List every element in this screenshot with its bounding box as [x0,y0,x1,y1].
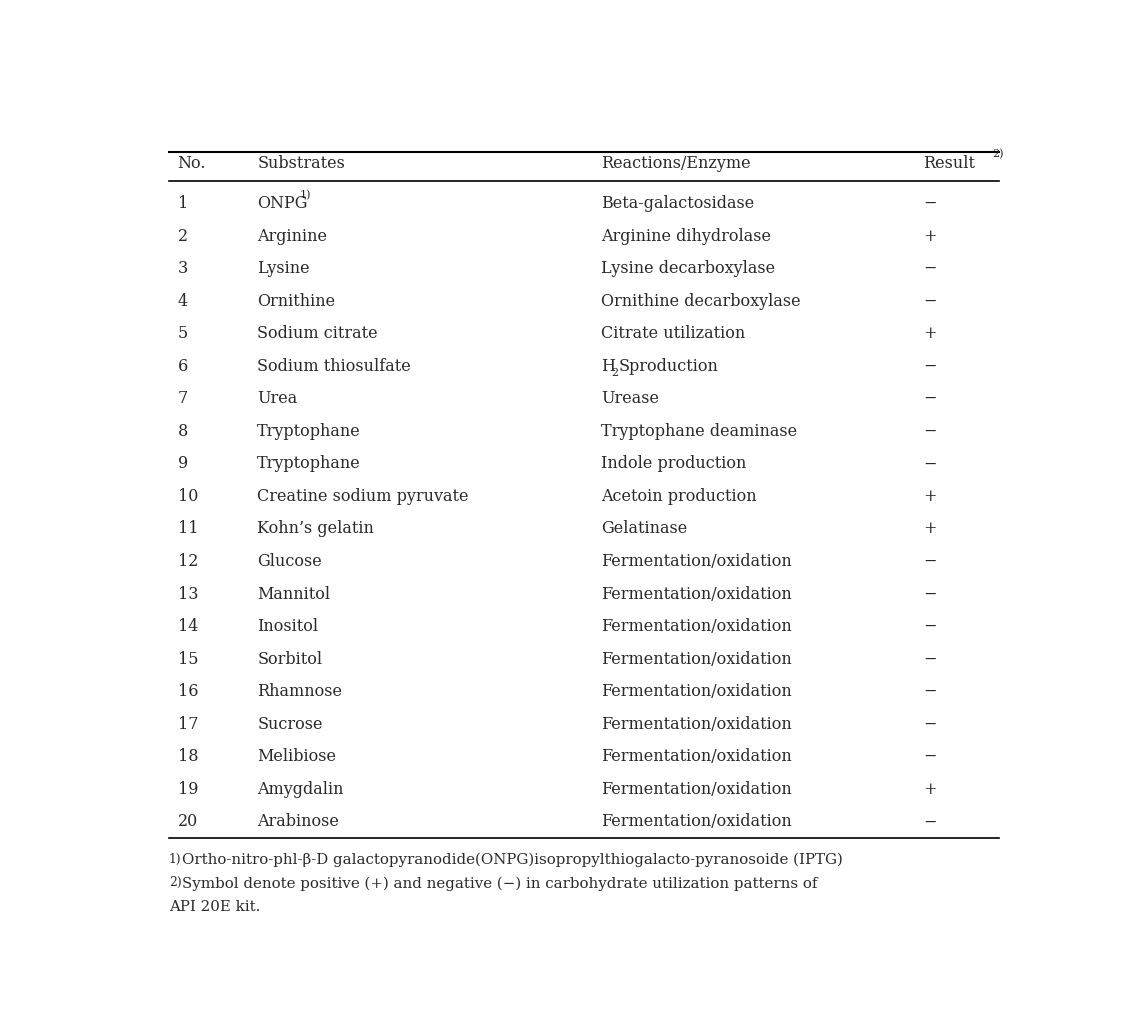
Text: Fermentation/oxidation: Fermentation/oxidation [601,619,792,635]
Text: Arginine: Arginine [257,228,327,244]
Text: 8: 8 [178,423,188,440]
Text: 3: 3 [178,260,188,277]
Text: Glucose: Glucose [257,553,322,570]
Text: Lysine decarboxylase: Lysine decarboxylase [601,260,776,277]
Text: −: − [924,260,937,277]
Text: Ornithine: Ornithine [257,293,335,309]
Text: 10: 10 [178,488,198,505]
Text: 18: 18 [178,749,198,765]
Text: ONPG: ONPG [257,195,308,212]
Text: 7: 7 [178,391,188,407]
Text: −: − [924,293,937,309]
Text: −: − [924,456,937,472]
Text: Ornithine decarboxylase: Ornithine decarboxylase [601,293,801,309]
Text: −: − [924,391,937,407]
Text: −: − [924,716,937,733]
Text: −: − [924,813,937,830]
Text: −: − [924,684,937,700]
Text: Urease: Urease [601,391,659,407]
Text: Fermentation/oxidation: Fermentation/oxidation [601,780,792,798]
Text: −: − [924,358,937,374]
Text: H: H [601,358,615,374]
Text: Arginine dihydrolase: Arginine dihydrolase [601,228,771,244]
Text: Sodium citrate: Sodium citrate [257,325,378,342]
Text: Acetoin production: Acetoin production [601,488,757,505]
Text: Sodium thiosulfate: Sodium thiosulfate [257,358,411,374]
Text: 12: 12 [178,553,198,570]
Text: Inositol: Inositol [257,619,318,635]
Text: +: + [924,521,937,537]
Text: +: + [924,325,937,342]
Text: 1): 1) [300,191,311,201]
Text: Sorbitol: Sorbitol [257,651,322,668]
Text: 15: 15 [178,651,198,668]
Text: 17: 17 [178,716,198,733]
Text: Beta-galactosidase: Beta-galactosidase [601,195,755,212]
Text: Arabinose: Arabinose [257,813,339,830]
Text: Ortho-nitro-phl-β-D galactopyranodide(ONPG)isopropylthiogalacto-pyranosoide (IPT: Ortho-nitro-phl-β-D galactopyranodide(ON… [182,853,843,867]
Text: +: + [924,228,937,244]
Text: Fermentation/oxidation: Fermentation/oxidation [601,553,792,570]
Text: Fermentation/oxidation: Fermentation/oxidation [601,813,792,830]
Text: Sucrose: Sucrose [257,716,322,733]
Text: 2: 2 [612,368,618,377]
Text: 9: 9 [178,456,188,472]
Text: Fermentation/oxidation: Fermentation/oxidation [601,684,792,700]
Text: 14: 14 [178,619,198,635]
Text: Gelatinase: Gelatinase [601,521,688,537]
Text: Fermentation/oxidation: Fermentation/oxidation [601,716,792,733]
Text: 1): 1) [169,853,181,865]
Text: Reactions/Enzyme: Reactions/Enzyme [601,155,751,172]
Text: Fermentation/oxidation: Fermentation/oxidation [601,749,792,765]
Text: Creatine sodium pyruvate: Creatine sodium pyruvate [257,488,468,505]
Text: −: − [924,619,937,635]
Text: Melibiose: Melibiose [257,749,336,765]
Text: 2): 2) [992,148,1003,159]
Text: +: + [924,780,937,798]
Text: −: − [924,195,937,212]
Text: 19: 19 [178,780,198,798]
Text: Lysine: Lysine [257,260,310,277]
Text: Urea: Urea [257,391,297,407]
Text: Symbol denote positive (+) and negative (−) in carbohydrate utilization patterns: Symbol denote positive (+) and negative … [182,876,818,891]
Text: 16: 16 [178,684,198,700]
Text: Kohn’s gelatin: Kohn’s gelatin [257,521,374,537]
Text: Fermentation/oxidation: Fermentation/oxidation [601,586,792,602]
Text: 1: 1 [178,195,188,212]
Text: 20: 20 [178,813,198,830]
Text: No.: No. [178,155,206,172]
Text: Result: Result [924,155,976,172]
Text: +: + [924,488,937,505]
Text: −: − [924,586,937,602]
Text: Sproduction: Sproduction [618,358,718,374]
Text: Mannitol: Mannitol [257,586,330,602]
Text: Amygdalin: Amygdalin [257,780,344,798]
Text: 13: 13 [178,586,198,602]
Text: Substrates: Substrates [257,155,345,172]
Text: 11: 11 [178,521,198,537]
Text: 6: 6 [178,358,188,374]
Text: Indole production: Indole production [601,456,747,472]
Text: 4: 4 [178,293,188,309]
Text: 2): 2) [169,876,181,890]
Text: −: − [924,553,937,570]
Text: 5: 5 [178,325,188,342]
Text: −: − [924,423,937,440]
Text: −: − [924,749,937,765]
Text: −: − [924,651,937,668]
Text: Citrate utilization: Citrate utilization [601,325,746,342]
Text: Tryptophane: Tryptophane [257,423,361,440]
Text: Rhamnose: Rhamnose [257,684,342,700]
Text: Tryptophane deaminase: Tryptophane deaminase [601,423,797,440]
Text: 2: 2 [178,228,188,244]
Text: Fermentation/oxidation: Fermentation/oxidation [601,651,792,668]
Text: API 20E kit.: API 20E kit. [169,900,260,914]
Text: Tryptophane: Tryptophane [257,456,361,472]
